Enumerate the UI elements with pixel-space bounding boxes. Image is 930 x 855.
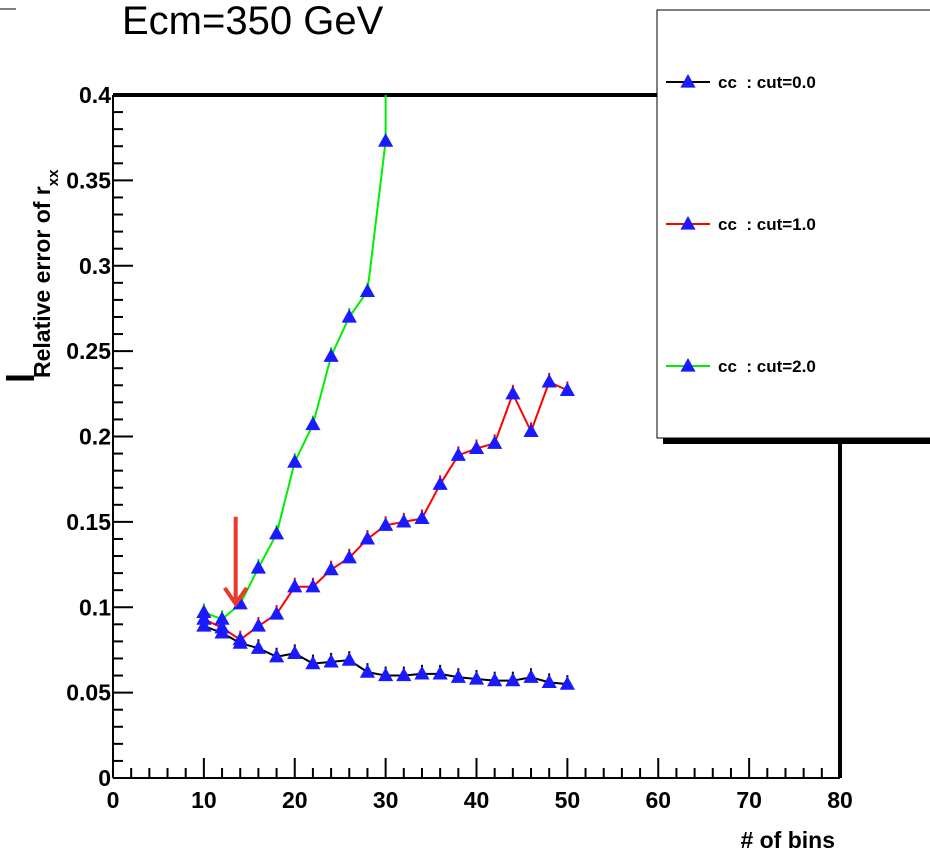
x-tick-label: 70	[736, 787, 762, 813]
data-point	[323, 653, 339, 668]
x-tick-label: 60	[645, 787, 671, 813]
x-tick-label: 0	[107, 787, 120, 813]
data-point	[359, 283, 376, 297]
data-point	[505, 385, 521, 400]
tick-labels: 0 10 20 30 40 50 60 70 80 0 0.05 0.1 0.15 0.2 0.25 0.3 0…	[66, 82, 853, 813]
y-tick-label: 0.25	[66, 338, 111, 364]
data-point	[359, 664, 376, 678]
data-point	[414, 665, 430, 680]
legend-marker	[680, 358, 696, 372]
series-layer	[196, 95, 575, 690]
data-point	[305, 655, 321, 670]
y-tick-label: 0.15	[66, 509, 111, 535]
data-point	[268, 606, 285, 620]
legend-entries: cc : cut=0.0 cc : cut=1.0 cc : cut=2.0	[666, 73, 816, 376]
y-axis-label: Relative error of rxx	[29, 169, 62, 378]
data-point	[450, 669, 466, 683]
data-point	[359, 530, 376, 545]
data-point	[341, 652, 357, 666]
data-point	[250, 618, 266, 632]
annotation-arrow-head	[223, 586, 249, 608]
data-point	[559, 676, 575, 690]
y-tick-label: 0.05	[66, 680, 111, 706]
data-point	[287, 578, 303, 593]
data-point	[341, 549, 357, 564]
y-tick-label: 0.35	[66, 167, 111, 193]
data-point	[268, 648, 285, 663]
data-point	[196, 611, 212, 625]
x-axis-label: # of bins	[740, 827, 835, 853]
data-point	[323, 348, 339, 362]
y-axis-label-subscript: xx	[45, 169, 62, 186]
y-tick-label: 0	[98, 765, 111, 791]
data-point	[378, 133, 394, 147]
axis-ticks	[112, 94, 841, 779]
data-point	[214, 624, 230, 639]
data-point	[305, 578, 321, 593]
x-tick-label: 10	[191, 787, 217, 813]
data-point	[378, 517, 394, 531]
data-point	[396, 667, 412, 682]
x-tick-label: 50	[555, 787, 581, 813]
data-point	[487, 435, 503, 449]
legend-marker	[680, 216, 696, 230]
data-point	[268, 525, 285, 540]
data-point	[287, 645, 303, 659]
y-tick-label: 0.2	[79, 424, 111, 450]
data-point	[505, 672, 521, 687]
y-axis-label-main: Relative error of r	[29, 186, 55, 378]
data-point	[341, 308, 357, 323]
legend: cc : cut=0.0 cc : cut=1.0 cc : cut=2.0	[656, 9, 930, 444]
x-tick-label: 40	[464, 787, 490, 813]
data-point	[432, 665, 448, 680]
legend-label: cc : cut=0.0	[718, 73, 816, 92]
data-point	[541, 373, 557, 388]
y-tick-label: 0.4	[79, 82, 111, 108]
x-tick-label: 80	[827, 787, 853, 813]
data-point	[487, 672, 503, 687]
annotation-layer	[223, 516, 249, 608]
legend-marker	[680, 74, 696, 88]
data-point	[250, 559, 266, 574]
data-point	[523, 669, 539, 683]
legend-label: cc : cut=1.0	[718, 215, 816, 234]
data-point	[559, 382, 575, 396]
data-point	[468, 440, 485, 455]
data-point	[196, 604, 212, 618]
y-tick-label: 0.3	[79, 253, 111, 279]
data-point	[378, 667, 394, 682]
x-tick-label: 20	[282, 787, 308, 813]
chart-title: Ecm=350 GeV	[122, 0, 384, 43]
data-point	[232, 635, 248, 649]
y-tick-label: 0.1	[79, 594, 111, 620]
data-point	[468, 670, 485, 685]
data-point	[323, 561, 339, 576]
data-point	[305, 416, 321, 431]
data-point	[287, 454, 303, 468]
data-point	[523, 423, 539, 437]
data-point	[214, 611, 230, 625]
data-point	[250, 640, 266, 654]
data-point	[432, 476, 448, 490]
data-point	[450, 447, 466, 461]
legend-label: cc : cut=2.0	[718, 357, 816, 376]
data-point	[396, 513, 412, 528]
data-point	[541, 674, 557, 688]
x-tick-label: 30	[373, 787, 399, 813]
data-point	[414, 510, 430, 525]
data-point	[196, 618, 212, 632]
